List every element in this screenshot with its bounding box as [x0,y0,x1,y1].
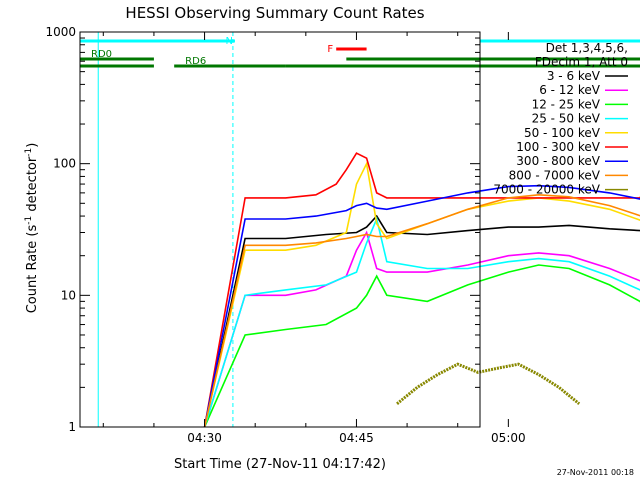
x-tick-label-0: 04:30 [187,431,222,445]
series-line-5 [203,152,640,428]
legend: Det 1,3,4,5,6, FDecim 1, Att 0 3 - 6 keV… [493,41,628,197]
y-axis: 1 10 100 1000 [45,25,480,434]
x-tick-label-1: 04:45 [339,431,374,445]
legend-header-line-1: Det 1,3,4,5,6, [546,41,628,55]
legend-label-5: 100 - 300 keV [516,140,600,154]
series-line-8 [396,362,581,405]
red-bar-label-0: F [327,44,333,55]
legend-label-6: 300 - 800 keV [516,154,600,168]
series-line-6 [203,184,640,428]
y-tick-label-0: 1 [68,420,76,434]
green-upper-bar-label-0: RD0 [91,49,112,60]
y-tick-label-2: 100 [53,157,76,171]
footer-timestamp: 27-Nov-2011 00:18 [557,468,634,477]
plot-area: N F RD0 RD6 [80,32,640,428]
y-tick-label-1: 10 [61,288,76,302]
legend-label-4: 50 - 100 keV [524,126,601,140]
legend-label-7: 800 - 7000 keV [509,168,601,182]
legend-label-3: 25 - 50 keV [532,112,601,126]
legend-label-1: 6 - 12 keV [539,83,601,97]
series-line-4 [203,161,640,428]
legend-header-line-2: FDecim 1, Att 0 [535,55,628,69]
legend-label-2: 12 - 25 keV [532,97,601,111]
series-line-3 [203,216,640,428]
plot-frame [79,31,481,428]
series-line-2 [203,264,640,428]
legend-label-0: 3 - 6 keV [547,69,601,83]
green-lower-bar-label-1: RD6 [185,56,206,67]
chart-title: HESSI Observing Summary Count Rates [125,4,424,22]
series-line-0 [203,214,640,428]
series-line-7 [203,193,640,428]
series-line-1 [203,230,640,428]
x-axis-label: Start Time (27-Nov-11 04:17:42) [174,457,386,472]
x-tick-label-2: 05:00 [491,431,526,445]
y-tick-label-3: 1000 [45,25,76,39]
legend-label-8: 7000 - 20000 keV [493,183,600,197]
y-axis-label: Count Rate (s-1 detector-1) [24,143,40,314]
cyan-bar-label-0: N [225,36,232,47]
